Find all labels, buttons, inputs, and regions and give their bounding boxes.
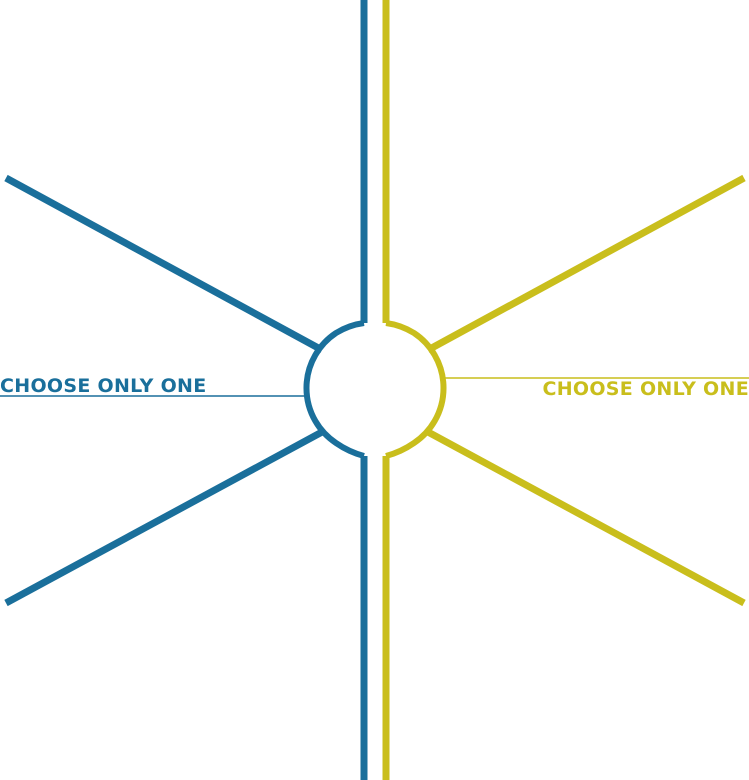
right-branch-group — [382, 0, 749, 780]
right-diagonal-lower — [426, 428, 746, 607]
right-half-circle — [385, 320, 447, 459]
right-diagonal-upper — [426, 174, 746, 354]
left-choice-label[interactable]: CHOOSE ONLY ONE — [0, 375, 207, 397]
right-choice-label[interactable]: CHOOSE ONLY ONE — [542, 378, 749, 400]
left-half-circle — [303, 320, 365, 459]
left-diagonal-upper — [4, 174, 324, 354]
left-branch-group — [0, 0, 368, 780]
left-diagonal-lower — [4, 428, 324, 607]
